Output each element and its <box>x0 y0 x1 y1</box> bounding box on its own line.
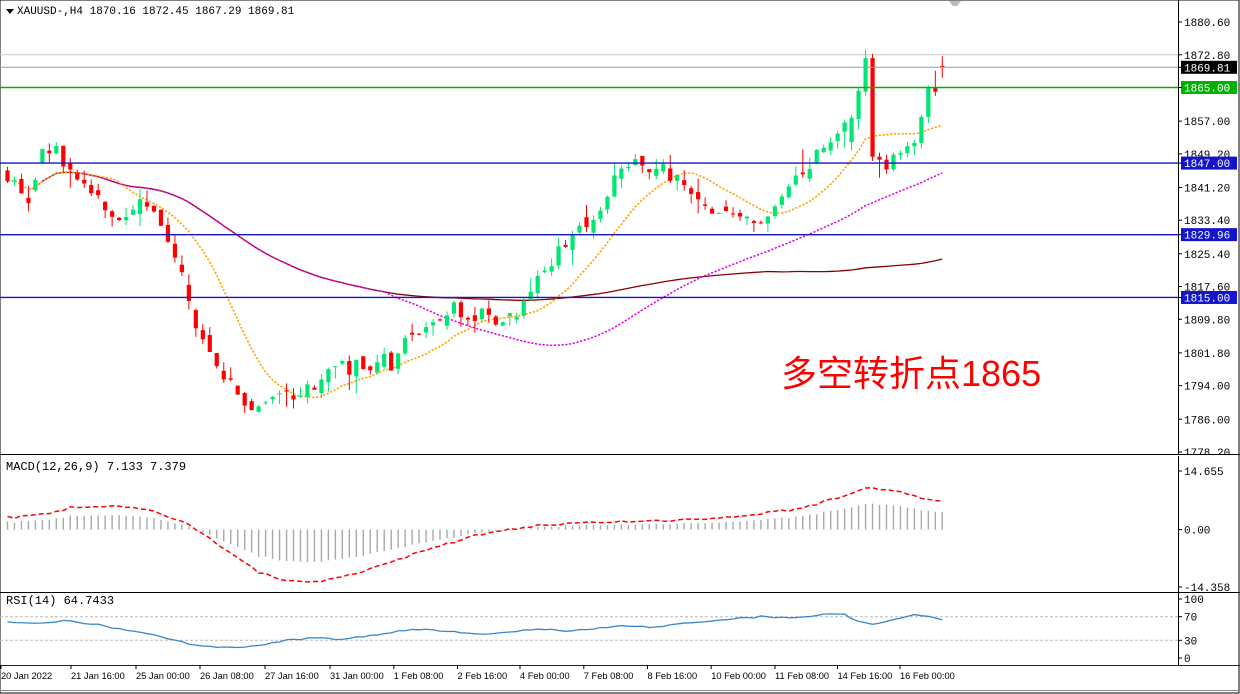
svg-text:-14.358: -14.358 <box>1184 583 1230 592</box>
svg-text:1865.00: 1865.00 <box>1184 84 1230 96</box>
svg-text:4 Feb 00:00: 4 Feb 00:00 <box>520 671 570 681</box>
svg-text:31 Jan 00:00: 31 Jan 00:00 <box>330 671 384 681</box>
svg-text:30: 30 <box>1184 636 1197 648</box>
svg-text:70: 70 <box>1184 613 1197 625</box>
svg-text:1801.80: 1801.80 <box>1184 349 1230 361</box>
svg-text:8 Feb 16:00: 8 Feb 16:00 <box>648 671 698 681</box>
svg-text:14.655: 14.655 <box>1184 467 1224 479</box>
svg-text:20 Jan 2022: 20 Jan 2022 <box>1 671 52 681</box>
svg-text:1829.96: 1829.96 <box>1184 231 1230 243</box>
svg-text:11 Feb 08:00: 11 Feb 08:00 <box>775 671 829 681</box>
svg-text:1841.20: 1841.20 <box>1184 183 1230 195</box>
svg-text:27 Jan 16:00: 27 Jan 16:00 <box>265 671 319 681</box>
svg-text:1833.40: 1833.40 <box>1184 216 1230 228</box>
svg-text:10 Feb 00:00: 10 Feb 00:00 <box>711 671 766 681</box>
svg-text:100: 100 <box>1184 595 1204 607</box>
svg-text:1815.00: 1815.00 <box>1184 293 1230 305</box>
svg-text:1 Feb 08:00: 1 Feb 08:00 <box>394 671 444 681</box>
svg-text:1786.00: 1786.00 <box>1184 415 1230 427</box>
svg-text:1847.00: 1847.00 <box>1184 159 1230 171</box>
svg-text:1809.80: 1809.80 <box>1184 315 1230 327</box>
svg-text:14 Feb 16:00: 14 Feb 16:00 <box>838 671 893 681</box>
svg-text:7 Feb 08:00: 7 Feb 08:00 <box>584 671 634 681</box>
svg-text:16 Feb 00:00: 16 Feb 00:00 <box>900 671 955 681</box>
svg-text:1880.60: 1880.60 <box>1184 18 1230 30</box>
svg-text:25 Jan 00:00: 25 Jan 00:00 <box>136 671 190 681</box>
svg-text:2 Feb 16:00: 2 Feb 16:00 <box>458 671 508 681</box>
svg-text:1857.00: 1857.00 <box>1184 117 1230 129</box>
svg-text:1825.40: 1825.40 <box>1184 250 1230 262</box>
svg-text:0.00: 0.00 <box>1184 526 1210 538</box>
svg-text:21 Jan 16:00: 21 Jan 16:00 <box>71 671 125 681</box>
svg-text:26 Jan 08:00: 26 Jan 08:00 <box>200 671 254 681</box>
svg-text:1794.00: 1794.00 <box>1184 382 1230 394</box>
svg-text:1869.81: 1869.81 <box>1184 63 1231 75</box>
svg-text:0: 0 <box>1184 654 1191 665</box>
